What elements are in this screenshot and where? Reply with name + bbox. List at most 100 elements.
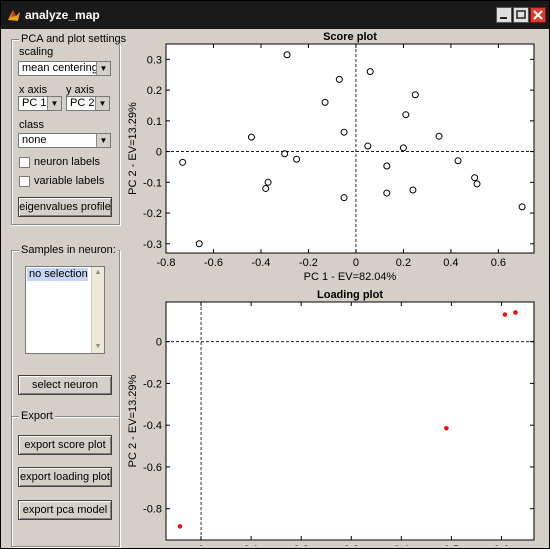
y-tick-label: -0.2 [143, 208, 162, 220]
scaling-select[interactable]: mean centering ▼ [18, 61, 111, 76]
data-point [195, 240, 203, 248]
chevron-down-icon: ▼ [47, 97, 61, 110]
data-point [444, 426, 449, 431]
data-point [513, 310, 518, 315]
data-point [247, 133, 255, 141]
x-tick-label: -0.6 [204, 257, 223, 269]
y-tick-label: 0 [156, 337, 162, 349]
data-point [283, 51, 291, 59]
window-title: analyze_map [25, 8, 100, 22]
yaxis-select[interactable]: PC 2 ▼ [66, 96, 110, 111]
data-point [383, 162, 391, 170]
minimize-button[interactable] [496, 7, 512, 23]
maximize-icon [516, 10, 526, 19]
y-axis-label: PC 2 - EV=13.29% [127, 374, 139, 467]
yaxis-label: y axis [66, 84, 95, 96]
x-tick-label: 0.4 [394, 544, 409, 546]
chart-title: Score plot [323, 31, 377, 43]
plots-canvas: -0.8 -0.6 -0.4 -0.2 0 0.2 0.4 0.6-0.3-0.2-0.100… [127, 31, 535, 546]
x-tick-label: 0.6 [491, 257, 506, 269]
samples-listbox[interactable]: no selection ▲ ▼ [25, 266, 105, 354]
settings-panel: PCA and plot settings scaling mean cente… [11, 33, 129, 225]
samples-panel: Samples in neuron: no selection ▲ ▼ sele… [11, 244, 120, 417]
score-plot: -0.8 -0.6 -0.4 -0.2 0 0.2 0.4 0.6 -0.3 -0.2 -0.1 0 0… [127, 31, 535, 283]
x-tick-label: 0.5 [444, 544, 459, 546]
data-point [177, 524, 183, 529]
loading-plot: 0 0.1 0.2 0.3 0.4 0.5 0.6 -0.8 -0.6 -0.4 -0.2 0 Load… [127, 289, 535, 546]
export-loading-plot-button[interactable]: export loading plot [18, 467, 112, 487]
class-label: class [19, 119, 45, 131]
list-item[interactable]: no selection [27, 268, 88, 281]
data-point [281, 150, 289, 158]
data-point [293, 155, 301, 163]
x-axis-label: PC 1 - EV=82.04% [304, 271, 397, 283]
y-tick-label: -0.4 [143, 420, 162, 432]
data-point [364, 142, 372, 150]
chevron-down-icon: ▼ [95, 97, 109, 110]
data-point [502, 312, 508, 317]
neuron-labels-checkbox[interactable] [19, 157, 30, 168]
data-point [340, 128, 348, 136]
x-tick-label: 0 [198, 544, 204, 546]
close-icon [533, 10, 543, 20]
settings-panel-title: PCA and plot settings [19, 33, 129, 45]
chart-title: Loading plot [317, 289, 383, 301]
data-point [435, 132, 443, 140]
x-tick-label: 0.4 [443, 257, 458, 269]
data-point [321, 98, 329, 106]
scaling-label: scaling [19, 46, 54, 58]
y-axis-label: PC 2 - EV=13.29% [127, 102, 139, 195]
loading-plot-axes-box [165, 301, 535, 541]
y-tick-label: 0.1 [147, 116, 162, 128]
xaxis-select[interactable]: PC 1 ▼ [18, 96, 62, 111]
maximize-button[interactable] [513, 7, 529, 23]
data-point [366, 68, 374, 76]
score-plot-axes-box [165, 43, 535, 254]
export-panel: Export export score plot export loading … [11, 410, 120, 547]
data-point [471, 174, 479, 182]
x-tick-label: -0.4 [251, 257, 270, 269]
data-point [340, 194, 348, 202]
data-point [411, 91, 419, 99]
x-tick-label: -0.8 [157, 257, 176, 269]
minimize-icon [500, 17, 507, 19]
data-point [335, 75, 343, 83]
data-point [264, 178, 272, 186]
x-tick-label: 0.1 [243, 544, 258, 546]
y-tick-label: 0.3 [147, 54, 162, 66]
y-tick-label: -0.8 [143, 504, 162, 516]
title-bar[interactable]: analyze_map [1, 1, 549, 29]
class-value: none [22, 134, 47, 146]
client-area: PCA and plot settings scaling mean cente… [3, 29, 547, 547]
neuron-labels-label: neuron labels [34, 156, 101, 168]
data-point [262, 184, 270, 192]
x-tick-label: 0.3 [344, 544, 359, 546]
chevron-down-icon: ▼ [96, 62, 110, 75]
class-select[interactable]: none ▼ [18, 133, 111, 148]
select-neuron-button[interactable]: select neuron [18, 375, 112, 395]
y-tick-label: 0 [156, 147, 162, 159]
scroll-down-icon[interactable]: ▼ [94, 343, 102, 350]
scroll-up-icon[interactable]: ▲ [94, 269, 102, 276]
export-pca-model-button[interactable]: export pca model [18, 500, 112, 520]
xaxis-label: x axis [19, 84, 48, 96]
variable-labels-checkbox[interactable] [19, 176, 30, 187]
data-point [473, 180, 481, 188]
y-tick-label: -0.3 [143, 239, 162, 251]
y-tick-label: 0.2 [147, 85, 162, 97]
export-panel-title: Export [19, 410, 55, 422]
close-button[interactable] [530, 7, 546, 23]
listbox-scrollbar[interactable]: ▲ ▼ [91, 267, 104, 353]
data-point [179, 158, 187, 166]
data-point [409, 186, 417, 194]
x-tick-label: 0 [353, 257, 359, 269]
yaxis-value: PC 2 [70, 97, 95, 109]
eigenvalues-profile-button[interactable]: eigenvalues profile [18, 197, 112, 217]
x-tick-label: 0.2 [294, 544, 309, 546]
scaling-value: mean centering [22, 62, 98, 74]
data-point [399, 144, 407, 152]
samples-panel-title: Samples in neuron: [19, 244, 118, 256]
export-score-plot-button[interactable]: export score plot [18, 435, 112, 455]
data-point [454, 157, 462, 165]
y-tick-label: -0.1 [143, 177, 162, 189]
